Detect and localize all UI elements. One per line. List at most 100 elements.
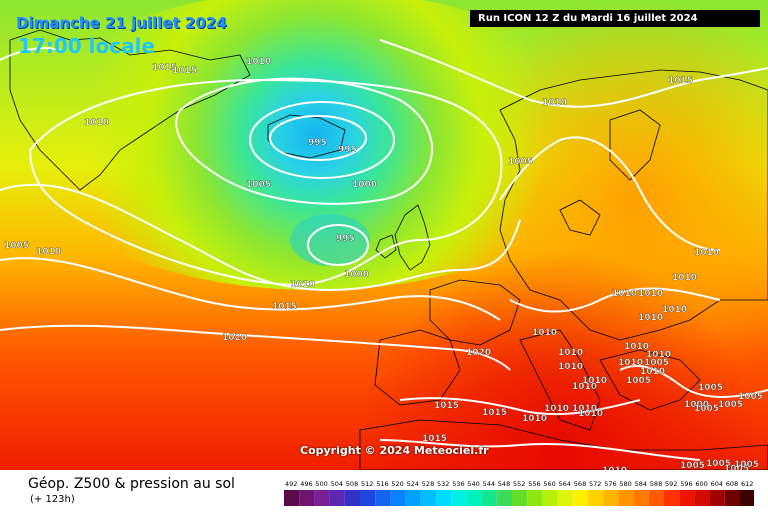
isobar-label: 1010 xyxy=(544,404,569,414)
color-scale: 492 496 500 504 508 512 516 520 524 528 532 536 540 5… xyxy=(284,480,754,506)
scale-tick-label: 520 xyxy=(391,480,403,488)
isobar-label: 1015 xyxy=(434,401,459,411)
scale-tick-label: 576 xyxy=(604,480,616,488)
scale-swatch xyxy=(633,490,649,506)
isobar-label: 1010 xyxy=(646,350,671,360)
isobar-label: 1005 xyxy=(4,241,29,251)
isobar-label: 995 xyxy=(336,234,355,244)
scale-swatch xyxy=(436,490,452,506)
scale-swatch xyxy=(694,490,710,506)
isobar-label: 1010 xyxy=(572,404,597,414)
scale-swatch xyxy=(588,490,604,506)
scale-swatch xyxy=(284,490,300,506)
coastlines xyxy=(9,29,768,470)
isobar-label: 1010 xyxy=(582,376,607,386)
isobar-label: 1010 xyxy=(624,342,649,352)
scale-swatch xyxy=(481,490,497,506)
scale-tick-label: 492 xyxy=(285,480,297,488)
isobar-label: 1015 xyxy=(272,302,297,312)
scale-tick-label: 532 xyxy=(437,480,449,488)
isobar-label: 1010 xyxy=(638,313,663,323)
scale-swatch xyxy=(420,490,436,506)
isobar-label: 1010 xyxy=(578,409,603,419)
isobar-label: 1010 xyxy=(558,348,583,358)
scale-swatch xyxy=(679,490,695,506)
isobar-label: 1010 xyxy=(522,414,547,424)
scale-swatch xyxy=(709,490,725,506)
copyright-text: Copyright © 2024 Meteociel.fr xyxy=(300,444,489,457)
scale-tick-label: 608 xyxy=(726,480,738,488)
scale-swatch xyxy=(314,490,330,506)
scale-tick-label: 544 xyxy=(483,480,495,488)
isobar-label: 1005 xyxy=(680,461,705,470)
isobar-label: 1015 xyxy=(668,76,693,86)
scale-swatch xyxy=(724,490,740,506)
scale-tick-label: 564 xyxy=(559,480,571,488)
scale-tick-label: 596 xyxy=(680,480,692,488)
isobar-lines xyxy=(0,39,768,461)
isobar-label: 1010 xyxy=(542,98,567,108)
scale-tick-label: 568 xyxy=(574,480,586,488)
isobar-label: 1010 xyxy=(532,328,557,338)
scale-swatch xyxy=(299,490,315,506)
isobar-label: 1005 xyxy=(508,157,533,167)
isobar-label: 1010 xyxy=(640,367,665,377)
isobar-label: 1005 xyxy=(246,180,271,190)
isobar-label: 1010 xyxy=(672,273,697,283)
scale-swatch xyxy=(375,490,391,506)
scale-swatch xyxy=(618,490,634,506)
isobar-label: 1020 xyxy=(466,348,491,358)
isobar-label: 995 xyxy=(338,145,357,155)
scale-swatch xyxy=(390,490,406,506)
scale-tick-label: 560 xyxy=(543,480,555,488)
scale-tick-label: 504 xyxy=(331,480,343,488)
scale-swatch xyxy=(527,490,543,506)
isobar-label: 1005 xyxy=(698,383,723,393)
isobar-label: 1010 xyxy=(694,248,719,258)
isobar-label: 1010 xyxy=(36,247,61,257)
isobar-label: 1015 xyxy=(422,434,447,444)
scale-tick-label: 600 xyxy=(695,480,707,488)
scale-tick-label: 580 xyxy=(619,480,631,488)
isobar-label: 1000 xyxy=(352,180,377,190)
isobar-label: 1005 xyxy=(718,400,743,410)
forecast-time: 17:00 locale xyxy=(18,34,155,58)
scale-swatch xyxy=(557,490,573,506)
isobar-label: 1005 xyxy=(626,376,651,386)
scale-tick-label: 508 xyxy=(346,480,358,488)
scale-swatch xyxy=(344,490,360,506)
isobar-label: 1020 xyxy=(222,333,247,343)
scale-swatch xyxy=(405,490,421,506)
scale-tick-label: 556 xyxy=(528,480,540,488)
isobar-label: 1010 xyxy=(638,289,663,299)
isobar-label: 1005 xyxy=(694,404,719,414)
scale-tick-label: 524 xyxy=(407,480,419,488)
scale-tick-label: 516 xyxy=(376,480,388,488)
scale-swatch xyxy=(542,490,558,506)
legend-title: Géop. Z500 & pression au sol xyxy=(28,476,235,492)
scale-tick-label: 604 xyxy=(711,480,723,488)
isobar-label: 1015 xyxy=(482,408,507,418)
scale-tick-label: 572 xyxy=(589,480,601,488)
isobar-label: 1010 xyxy=(558,362,583,372)
scale-tick-label: 536 xyxy=(452,480,464,488)
isobar-label: 1010 xyxy=(662,305,687,315)
isobar-label: 1005 xyxy=(724,464,749,470)
scale-tick-label: 612 xyxy=(741,480,753,488)
scale-tick-label: 528 xyxy=(422,480,434,488)
scale-swatch xyxy=(329,490,345,506)
scale-swatch xyxy=(648,490,664,506)
isobar-label: 1000 xyxy=(344,270,369,280)
scale-tick-label: 588 xyxy=(650,480,662,488)
scale-swatch xyxy=(360,490,376,506)
scale-swatch xyxy=(740,490,754,506)
isobar-label: 1005 xyxy=(734,460,759,470)
scale-swatch xyxy=(466,490,482,506)
isobar-label: 1000 xyxy=(684,400,709,410)
isobar-label: 995 xyxy=(308,138,327,148)
isobar-label: 1010 xyxy=(84,118,109,128)
scale-tick-label: 500 xyxy=(315,480,327,488)
isobar-label: 1010 xyxy=(290,280,315,290)
isobar-label: 1010 xyxy=(618,358,643,368)
